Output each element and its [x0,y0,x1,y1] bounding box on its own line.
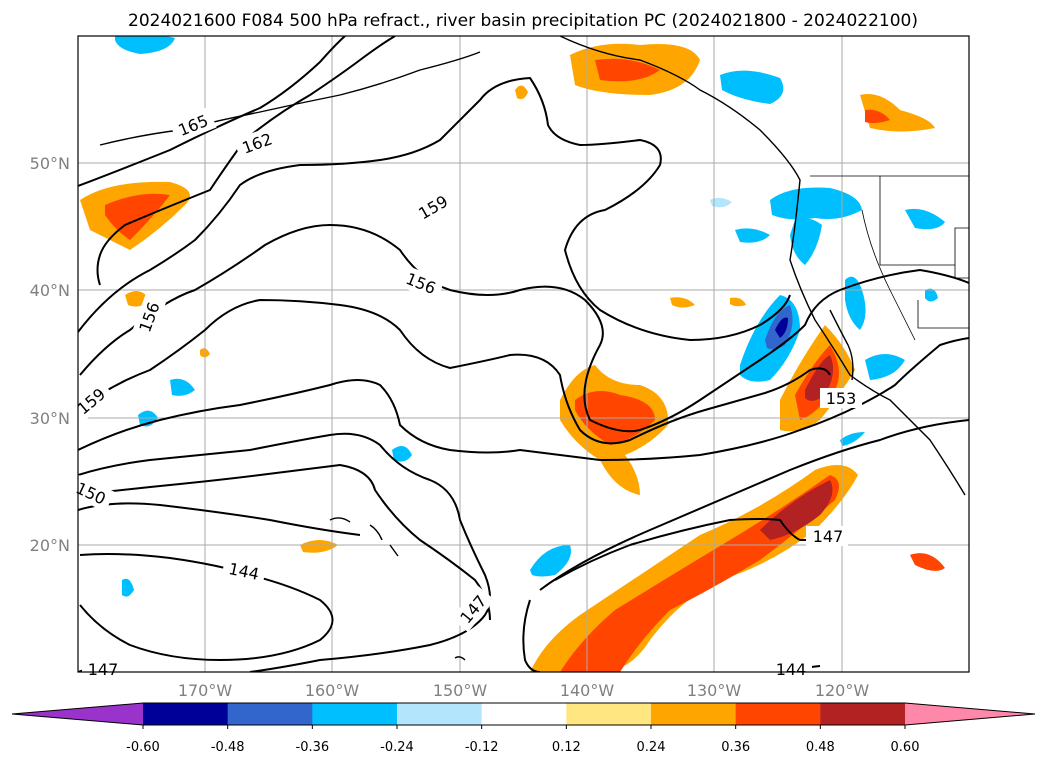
map-gridlines [78,36,969,672]
colorbar-tick-label: 0.12 [552,740,581,755]
colorbar-segment [312,703,398,725]
precip-positive-shading [80,43,945,672]
x-tick-label: 150°W [433,681,488,700]
colorbar: -0.60 -0.48 -0.36 -0.24 -0.12 0.12 0.24 0.36 0.4… [11,702,1036,755]
contour-label: 147 [88,660,119,679]
contour-label: 153 [826,389,857,408]
x-tick-label: 140°W [560,681,615,700]
colorbar-segment [397,703,483,725]
map-border [77,35,970,673]
colorbar-tick-label: 0.24 [637,740,666,755]
y-tick-label: 20°N [30,536,70,555]
y-tick-label: 30°N [30,409,70,428]
colorbar-tick-label: -0.24 [380,740,414,755]
chart-title: 2024021600 F084 500 hPa refract., river … [128,11,918,31]
x-axis-ticks: 170°W 160°W 150°W 140°W 130°W 120°W [178,681,870,700]
y-tick-label: 50°N [30,154,70,173]
colorbar-tick-label: 0.60 [891,740,920,755]
colorbar-segment [820,703,906,725]
colorbar-segment [735,703,821,725]
contour-label: 144 [776,660,807,679]
colorbar-segment [481,703,567,725]
contour-labels: 165 162 159 156 156 159 150 153 147 147 … [67,106,862,679]
x-tick-label: 170°W [178,681,233,700]
contour-label: 147 [813,527,844,546]
colorbar-tick-label: -0.60 [126,740,160,755]
colorbar-tick-label: 0.36 [721,740,750,755]
colorbar-tick-label: -0.12 [465,740,499,755]
colorbar-segment [566,703,652,725]
x-tick-label: 130°W [687,681,742,700]
y-tick-label: 40°N [30,281,70,300]
colorbar-extend-high [905,703,1035,725]
y-axis-ticks: 50°N 40°N 30°N 20°N [30,154,70,555]
colorbar-segment [651,703,737,725]
colorbar-segment [143,703,229,725]
political-borders [810,175,969,341]
colorbar-tick-label: -0.48 [211,740,245,755]
map-plot-area: 165 162 159 156 156 159 150 153 147 147 … [67,35,970,679]
colorbar-extend-low [12,703,143,725]
colorbar-tick-label: -0.36 [296,740,330,755]
x-tick-label: 120°W [815,681,870,700]
x-tick-label: 160°W [305,681,360,700]
colorbar-tick-label: 0.48 [806,740,835,755]
colorbar-segment [227,703,313,725]
